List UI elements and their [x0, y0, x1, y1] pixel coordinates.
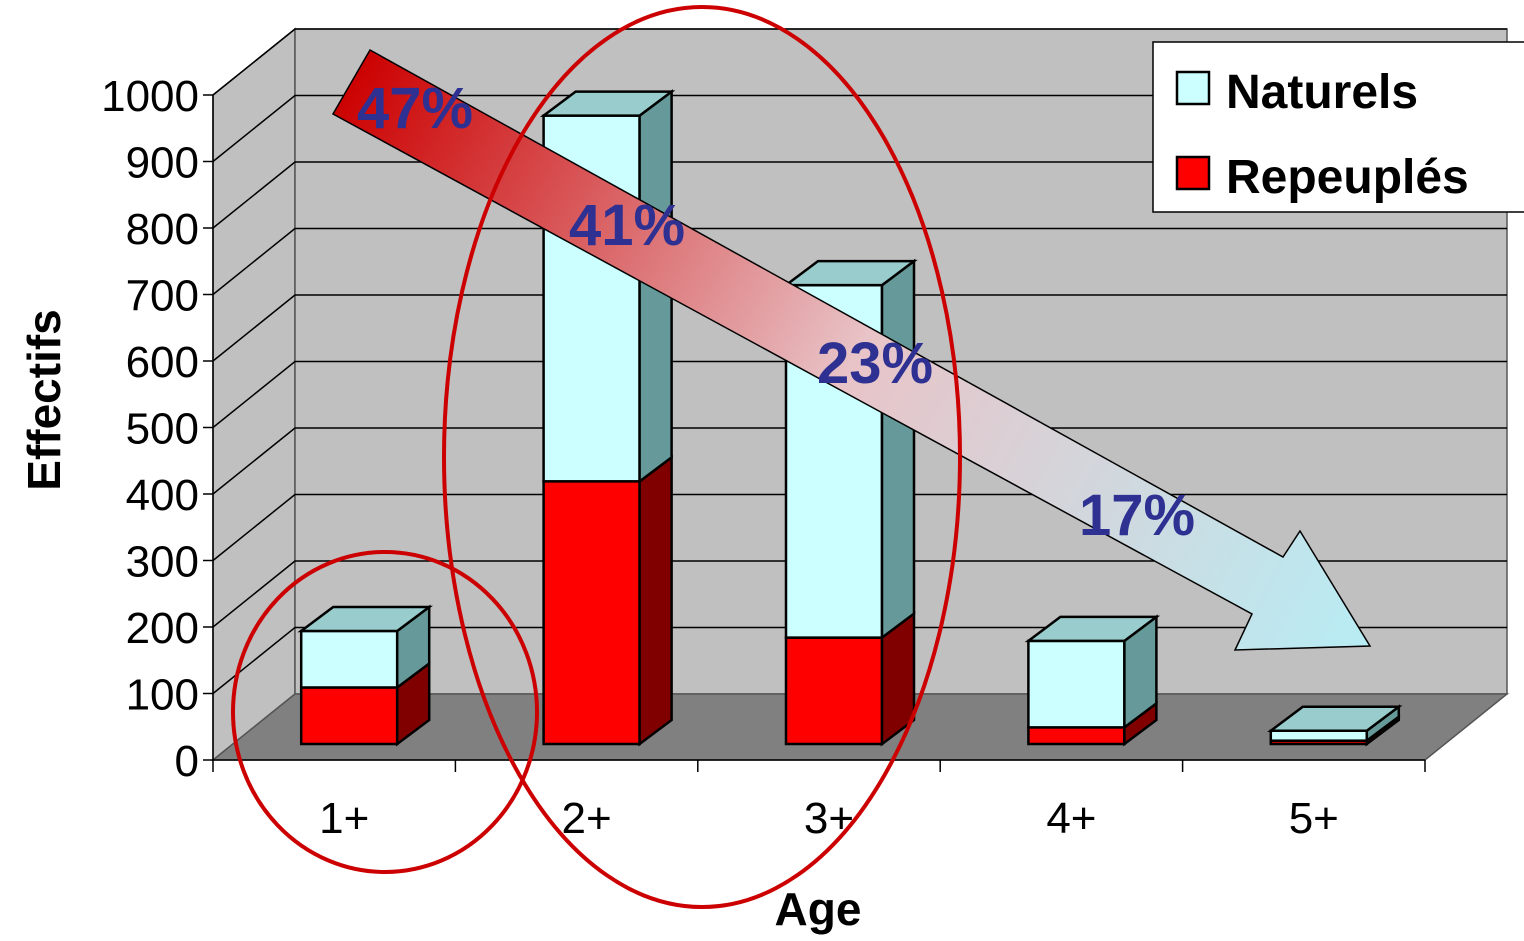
y-tick-label: 600: [126, 338, 199, 387]
bar-top-1+: [297, 605, 433, 633]
gridline: [212, 227, 1507, 296]
x-tick-label: 1+: [319, 794, 369, 843]
y-tick-label: 0: [175, 737, 199, 786]
legend: Naturels Repeuplés: [1152, 41, 1524, 213]
legend-label: Repeuplés: [1226, 151, 1469, 204]
percent-label: 23%: [817, 331, 933, 396]
gridline: [212, 427, 1507, 495]
x-tick-label: 3+: [804, 794, 854, 843]
bar-5+-naturels: [1269, 729, 1369, 742]
bar-side-2+-repeuplés: [638, 454, 673, 747]
legend-box: [1152, 41, 1524, 213]
gridline: [212, 360, 1507, 429]
x-tick-label: 5+: [1289, 794, 1339, 843]
bar-side-3+-naturels: [880, 258, 916, 641]
y-tick-label: 300: [126, 538, 199, 587]
bar-2+-repeuplés: [542, 480, 641, 746]
x-tick-label: 2+: [562, 794, 612, 843]
ellipse-1plus: [231, 550, 539, 874]
percent-label: 17%: [1079, 483, 1195, 548]
bar-1+-repeuplés: [299, 686, 399, 746]
gridline: [212, 28, 1507, 96]
y-tick-label: 400: [126, 471, 199, 520]
y-tick-label: 200: [126, 604, 199, 653]
y-tick-label: 900: [126, 139, 199, 188]
annotations: 47% 41% 23% 17%: [231, 5, 1195, 909]
bar-top-3+: [782, 259, 918, 287]
trend-arrow-shape: [331, 48, 1372, 651]
bar-top-4+: [1024, 615, 1161, 643]
gridlines: [212, 28, 1507, 695]
y-tick-label: 500: [126, 405, 199, 454]
bar-top-2+: [539, 90, 676, 117]
gridline: [212, 94, 1507, 163]
percent-label: 47%: [357, 76, 473, 141]
legend-swatch-naturels: [1175, 70, 1211, 106]
gridline: [212, 161, 1507, 229]
y-tick-label: 1000: [101, 72, 199, 121]
gridline: [212, 560, 1507, 628]
legend-label: Naturels: [1226, 66, 1418, 119]
y-tick-label: 800: [126, 205, 199, 254]
y-axis-title: Effectifs: [18, 309, 70, 490]
x-tick-label: 4+: [1046, 794, 1096, 843]
gridline: [212, 294, 1507, 362]
bar-4+-repeuplés: [1027, 726, 1126, 746]
y-tick-label: 100: [126, 671, 199, 720]
trend-arrow: [331, 48, 1372, 651]
x-axis-title: Age: [775, 883, 862, 935]
ellipse-2plus-3plus: [442, 5, 962, 909]
percent-label: 41%: [569, 193, 685, 258]
legend-swatch-repeuplés: [1175, 155, 1211, 191]
axes: 0 100 200 300 400 500 600 700 800 900 1000 1+ 2+ 3+ 4+…: [18, 72, 1426, 935]
bar-3+-repeuplés: [784, 636, 884, 746]
bar-4+-naturels: [1027, 639, 1126, 729]
bar-1+-naturels: [299, 629, 399, 689]
bar-top-5+: [1267, 705, 1403, 732]
y-tick-label: 700: [126, 272, 199, 321]
